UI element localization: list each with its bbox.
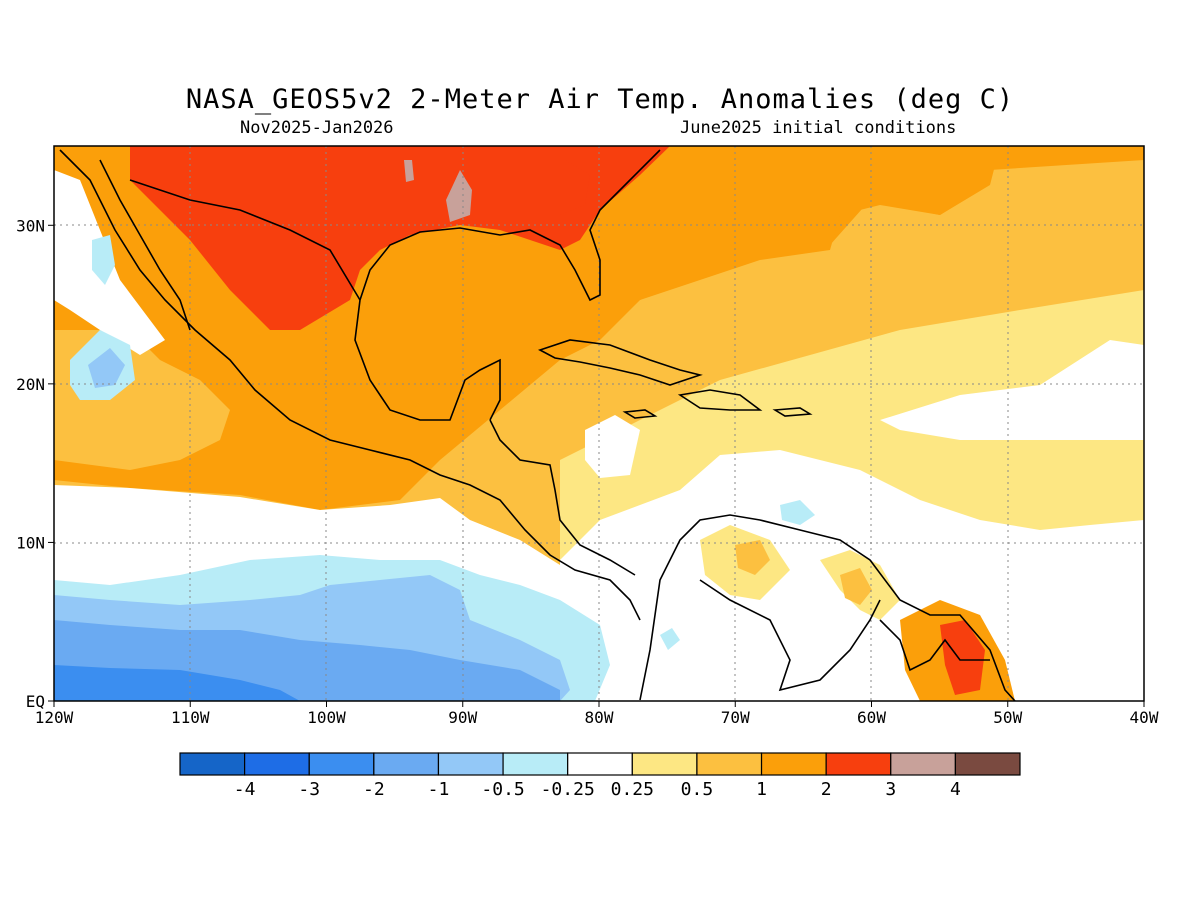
anomaly-red-patch-1 [540,160,590,215]
colorbar-swatch [244,752,310,776]
coast-central-america [489,419,636,576]
border-guianas [879,619,990,672]
colorbar-swatch [631,752,698,776]
coast-gulf [359,149,661,302]
colorbar-swatch [890,752,956,776]
anomaly-gray-patch-1 [446,170,472,222]
coastlines [59,149,1016,701]
anomaly-guiana-red [940,620,985,695]
colorbar-swatch [373,752,440,776]
coast-gulf-west [354,299,501,421]
map-title: NASA_GEOS5v2 2-Meter Air Temp. Anomalies… [185,84,1015,115]
initial-conditions: June2025 initial conditions [680,118,957,138]
lon-tick-label: 50W [993,708,1022,727]
forecast-period: Nov2025-Jan2026 [240,118,394,138]
lon-tick-label: 80W [585,708,614,727]
colorbar-swatch [567,752,633,776]
lat-tick-label: 10N [16,533,45,552]
anomaly-gray-patch-2 [404,160,414,182]
lat-tick-label: EQ [26,692,45,711]
coast-south-america [639,514,1016,701]
colorbar-label: 4 [950,779,961,800]
coast-puerto-rico [772,407,813,417]
colorbar-swatch [825,752,892,776]
anomaly-field [54,146,1144,701]
lon-tick-label: 60W [857,708,886,727]
colorbar-label: -0.25 [541,779,595,800]
coast-jamaica [622,409,658,419]
colorbar-swatch [954,752,1021,776]
anomaly-east-atlantic-white [880,340,1144,440]
lon-tick-label: 90W [448,708,477,727]
border-venezuela [699,579,881,692]
colorbar-swatch [696,752,763,776]
anomaly-sa-blue-1 [660,628,680,650]
colorbar-label: -0.5 [481,779,524,800]
lon-tick-label: 70W [721,708,750,727]
colorbar-label: 3 [885,779,896,800]
colorbar-label: -2 [363,779,385,800]
anomaly-caribbean-white-2 [585,415,640,478]
lon-tick-label: 120W [35,708,74,727]
anomaly-sa-yellow-2 [735,540,770,575]
border-us-mexico [129,179,361,301]
coast-baja [99,159,191,331]
colorbar-label: 2 [821,779,832,800]
colorbar-label: 0.25 [611,779,654,800]
colorbar-label: -3 [298,779,320,800]
anomaly-sa-orange-1 [840,568,872,605]
lon-tick-label: 110W [171,708,210,727]
lon-tick-label: 100W [307,708,346,727]
colorbar-label: -1 [428,779,450,800]
colorbar-swatch [179,752,246,776]
colorbar-label: 0.5 [681,779,714,800]
latitude-ticks: EQ 10N 20N 30N [16,216,54,711]
lat-tick-label: 20N [16,375,45,394]
lat-tick-label: 30N [16,216,45,235]
anomaly-sa-blue-2 [780,500,815,525]
colorbar-swatch [502,752,569,776]
anomaly-pacific-blue-patch-core [88,348,125,388]
colorbar-swatch [760,752,827,776]
longitude-ticks: 120W 110W 100W 90W 80W 70W 60W 50W 40W [35,701,1159,727]
colorbar-label: 1 [756,779,767,800]
colorbar-swatch [308,752,375,776]
anomaly-conus-red [130,146,670,330]
anomaly-atlantic-orange [560,146,1144,320]
anomaly-pacific-darkblue [54,665,300,701]
colorbar-label: -4 [234,779,256,800]
lon-tick-label: 40W [1130,708,1159,727]
coast-cuba [537,339,703,386]
anomaly-baja-blue [92,235,115,285]
colorbar-swatch [437,752,504,776]
coast-mexico-pacific [59,149,641,621]
map-grid [54,146,1144,701]
coast-hispaniola [677,389,763,411]
colorbar: -4 -3 -2 -1 -0.5 -0.25 0.25 0.5 1 2 3 4 [179,752,1021,800]
